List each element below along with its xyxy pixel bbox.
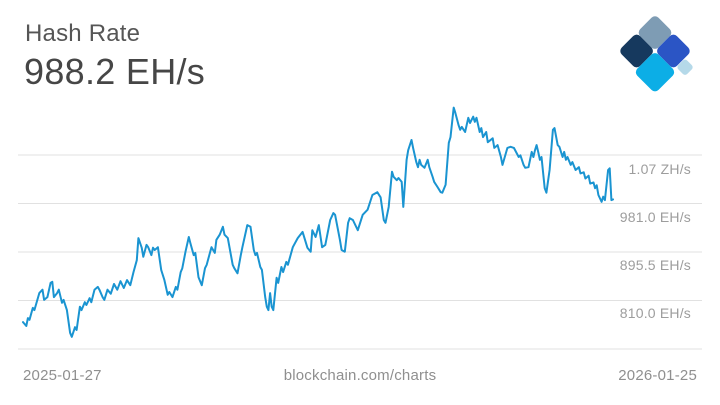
current-hash-rate-value: 988.2 EH/s: [24, 51, 206, 92]
logo-pale-tile: [677, 59, 693, 75]
logo-royal-tile: [657, 34, 690, 68]
gridlines: [18, 154, 702, 350]
blockchain-logo-icon: [620, 16, 693, 92]
y-axis-label-1: 1.07 ZH/s: [628, 161, 691, 177]
hash-rate-line: [22, 106, 614, 338]
x-axis-end-date: 2026-01-25: [618, 367, 697, 384]
y-axis-label-4: 810.0 EH/s: [619, 305, 691, 321]
logo-slate-tile: [638, 16, 672, 49]
logo-cyan-tile: [635, 53, 675, 92]
y-axis-label-3: 895.5 EH/s: [619, 257, 691, 273]
page-title: Hash Rate: [25, 20, 141, 47]
logo-navy-tile: [620, 34, 653, 68]
y-axis-label-2: 981.0 EH/s: [619, 209, 691, 225]
chart-credit: blockchain.com/charts: [283, 367, 437, 384]
x-axis-start-date: 2025-01-27: [23, 367, 102, 384]
